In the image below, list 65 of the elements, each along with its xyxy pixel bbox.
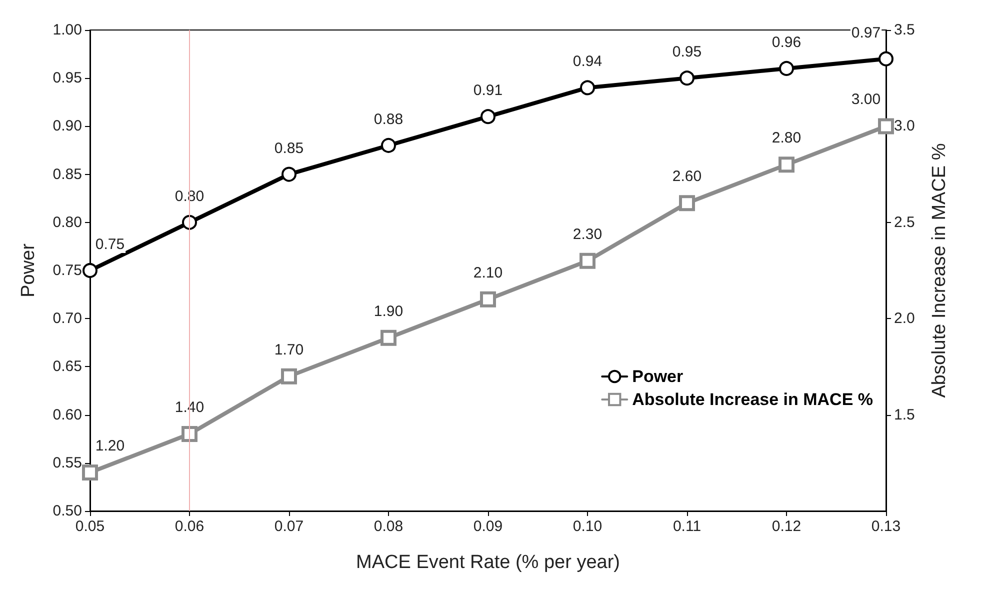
data-label: 2.60 (672, 168, 702, 186)
x-tick-label: 0.07 (274, 518, 304, 535)
point (182, 214, 197, 230)
point (580, 252, 596, 269)
data-label: 0.95 (672, 44, 702, 61)
point (82, 263, 98, 278)
y-tick-label: 0.75 (52, 262, 82, 279)
point (380, 330, 396, 346)
point (281, 368, 297, 384)
legend-label: Power (632, 367, 684, 386)
x-tick-label: 0.12 (772, 518, 802, 535)
y2-tick-label: 3.0 (894, 118, 915, 135)
data-label: 3.00 (851, 91, 881, 108)
x-tick-label: 0.09 (473, 518, 503, 535)
y-tick-label: 0.95 (52, 70, 82, 87)
data-label: 1.40 (174, 399, 204, 416)
x-tick-label: 0.11 (672, 518, 702, 535)
x-tick-label: 0.06 (174, 518, 204, 535)
y-tick-label: 0.60 (52, 406, 82, 424)
point (82, 464, 98, 481)
x-tick-label: 0.05 (75, 518, 105, 535)
point (878, 51, 894, 66)
y-tick-label: 0.90 (52, 118, 82, 135)
data-label: 0.94 (572, 53, 602, 70)
y-tick-label: 0.65 (52, 358, 82, 376)
y2-tick-label: 2.0 (894, 310, 915, 328)
data-label: 1.20 (95, 438, 125, 455)
legend-label: Absolute Increase in MACE % (632, 390, 873, 409)
point (580, 80, 595, 96)
y2-tick-label: 1.5 (894, 406, 915, 424)
data-label: 0.75 (95, 236, 125, 253)
point (381, 138, 396, 153)
point (282, 166, 296, 182)
data-label: 0.85 (274, 140, 304, 157)
data-label: 2.30 (572, 226, 602, 243)
x-tick-label: 0.10 (572, 518, 602, 535)
point (182, 426, 198, 442)
point (480, 291, 496, 308)
y2-tick-label: 2.5 (894, 214, 915, 231)
x-tick-label: 0.13 (871, 518, 901, 535)
y-tick-label: 0.80 (52, 214, 82, 231)
x-tick-label: 0.08 (374, 518, 404, 535)
data-label: 0.88 (374, 110, 404, 128)
point (779, 60, 794, 76)
y2-axis-title: Absolute Increase in MACE % (929, 143, 950, 398)
data-label: 2.80 (772, 130, 802, 147)
y-axis-title: Power (18, 242, 39, 298)
y-tick-label: 1.00 (52, 22, 82, 38)
point (778, 156, 794, 173)
point (878, 118, 894, 134)
point (679, 195, 695, 212)
y-tick-label: 0.70 (52, 310, 82, 328)
data-label: 1.70 (274, 341, 304, 358)
x-axis-title: MACE Event Rate (% per year) (356, 552, 620, 573)
data-label: 2.10 (473, 264, 503, 282)
y-tick-label: 0.85 (52, 166, 82, 183)
point (680, 70, 694, 86)
y2-tick-label: 3.5 (894, 22, 915, 38)
data-label: 0.97 (851, 24, 881, 42)
data-label: 1.90 (374, 302, 404, 320)
point (480, 109, 496, 124)
data-label: 0.91 (473, 82, 503, 100)
data-label: 0.96 (772, 34, 802, 51)
y-tick-label: 0.50 (52, 502, 82, 520)
y-tick-label: 0.55 (52, 454, 82, 472)
